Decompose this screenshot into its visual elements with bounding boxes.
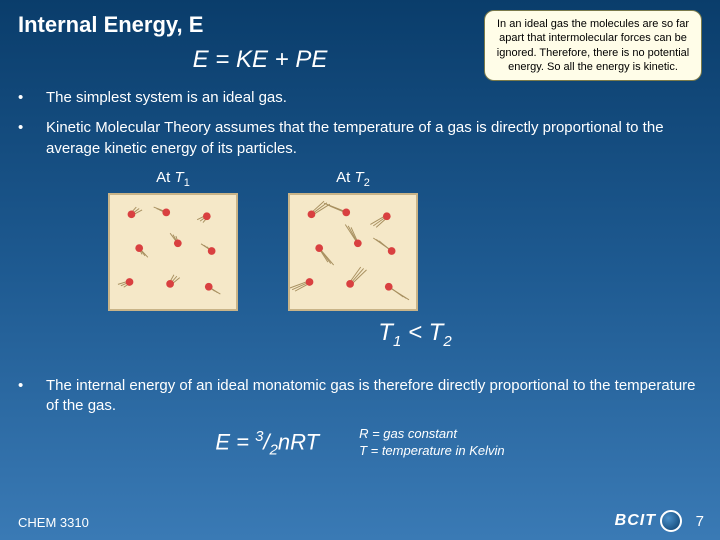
label-sub: 2 [364,177,370,189]
bullet-2: • Kinetic Molecular Theory assumes that … [18,118,702,159]
gas-box-t1 [108,193,238,311]
logo-icon [660,510,682,532]
logo-text: BCIT [615,512,656,530]
label-prefix: At [156,169,174,186]
diagram-label-t1: At T1 [108,169,238,189]
diagram-t2: At T2 [288,169,418,311]
label-prefix: At [336,169,354,186]
diagram-row: At T1 At T2 [108,169,702,311]
comp-sub2: 2 [443,333,451,350]
comp-t1: T [378,319,393,346]
eq2-frac-bot: 2 [270,441,278,458]
footer-course: CHEM 3310 [18,515,89,530]
bullet-mark: • [18,376,46,417]
bullet-mark: • [18,118,46,159]
bullet-text: The internal energy of an ideal monatomi… [46,376,702,417]
bullet-text: The simplest system is an ideal gas. [46,88,702,108]
bullet-1: • The simplest system is an ideal gas. [18,88,702,108]
eq2-suffix: nRT [278,429,319,454]
legend-line1: R = gas constant [359,426,505,443]
label-var: T [175,169,184,186]
diagram-label-t2: At T2 [288,169,418,189]
diagram-t1: At T1 [108,169,238,311]
label-sub: 1 [184,177,190,189]
legend-line2: T = temperature in Kelvin [359,443,505,460]
callout-box: In an ideal gas the molecules are so far… [484,10,702,81]
temperature-comparison: T1 < T2 [128,319,702,350]
bullet-text: Kinetic Molecular Theory assumes that th… [46,118,702,159]
page-number: 7 [696,513,704,530]
eq2-prefix: E = [215,429,255,454]
equation2-row: E = 3/2nRT R = gas constant T = temperat… [18,426,702,460]
comp-t2: T [429,319,444,346]
gas-box-t2 [288,193,418,311]
slide: Internal Energy, E E = KE + PE In an ide… [0,0,720,540]
bullet-3: • The internal energy of an ideal monato… [18,376,702,417]
equation2-legend: R = gas constant T = temperature in Kelv… [359,426,505,460]
bullet-mark: • [18,88,46,108]
comp-op: < [401,319,428,346]
logo: BCIT [615,510,682,532]
equation2: E = 3/2nRT [215,428,319,459]
label-var: T [355,169,364,186]
